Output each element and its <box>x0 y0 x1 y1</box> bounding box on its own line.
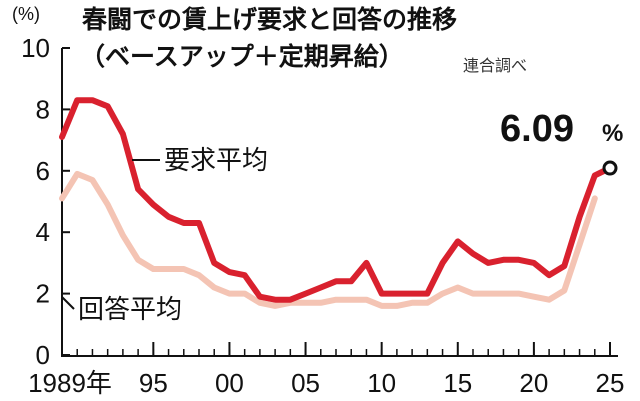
x-tick-label: 20 <box>519 368 548 398</box>
x-tick-label: 05 <box>291 368 320 398</box>
y-axis-unit: (%) <box>12 4 40 24</box>
x-tick-label: 10 <box>367 368 396 398</box>
latest-value-callout: 6.09 % <box>500 108 623 150</box>
series-layer <box>59 97 618 309</box>
x-axis-ticks: 1989年 95 00 05 10 15 20 25 <box>28 342 624 398</box>
answer-series-line <box>59 170 598 309</box>
demand-series-label: 要求平均 <box>164 146 268 176</box>
demand-series-line <box>59 97 613 303</box>
answer-series-label: 回答平均 <box>78 295 182 325</box>
chart-source: 連合調べ <box>463 56 527 75</box>
y-tick-label: 0 <box>36 340 50 370</box>
y-tick-label: 10 <box>21 33 50 63</box>
y-tick-label: 2 <box>36 279 50 309</box>
y-tick-label: 6 <box>36 156 50 186</box>
chart-title: 春闘での賃上げ要求と回答の推移 <box>82 5 457 34</box>
x-tick-label: 95 <box>139 368 168 398</box>
chart-subtitle: （ベースアップ＋定期昇給） <box>80 42 404 71</box>
x-tick-label: 00 <box>215 368 244 398</box>
y-axis-ticks: 0 2 4 6 8 10 <box>21 33 70 370</box>
latest-value-marker <box>602 160 618 176</box>
x-tick-label: 1989年 <box>28 368 112 398</box>
latest-value: 6.09 <box>500 108 574 150</box>
y-tick-label: 8 <box>36 94 50 124</box>
answer-label-leader <box>61 296 75 310</box>
x-tick-label: 25 <box>596 368 625 398</box>
latest-value-unit: % <box>602 120 623 147</box>
y-tick-label: 4 <box>36 217 50 247</box>
x-tick-label: 15 <box>443 368 472 398</box>
